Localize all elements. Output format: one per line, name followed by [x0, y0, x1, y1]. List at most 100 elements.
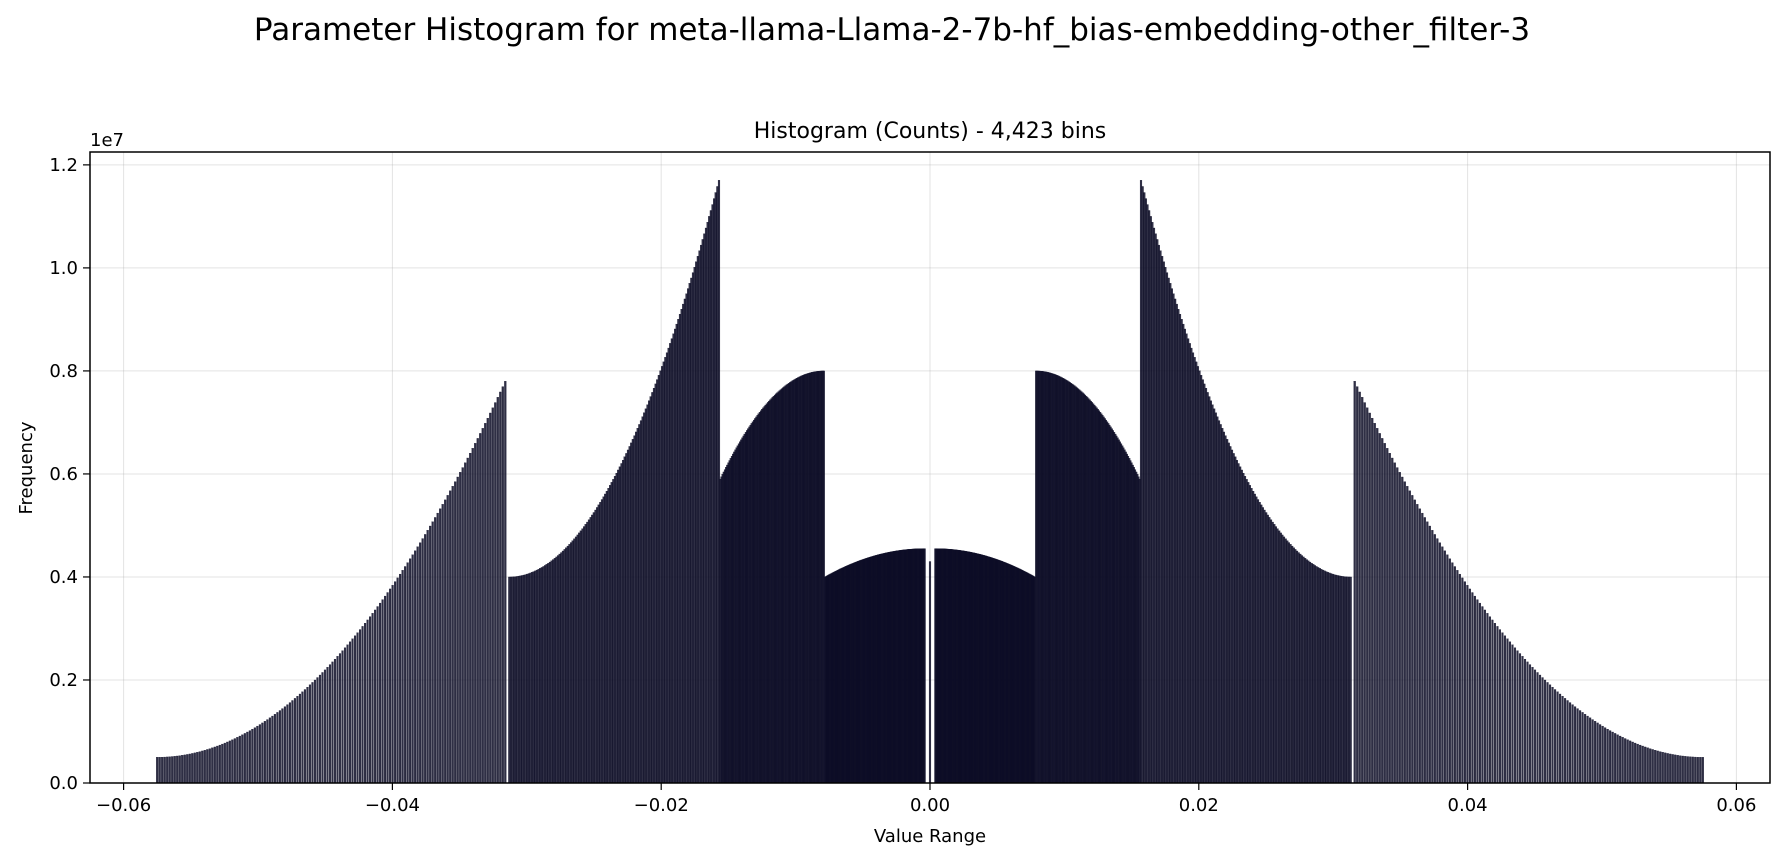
histogram-bar	[1461, 577, 1464, 784]
histogram-bar	[1694, 756, 1697, 784]
histogram-bar	[1701, 757, 1704, 784]
chart-title: Histogram (Counts) - 4,423 bins	[754, 119, 1106, 144]
histogram-bar	[316, 677, 319, 784]
histogram-bar	[1531, 667, 1534, 784]
histogram-bar	[333, 658, 337, 784]
histogram-bar	[1398, 472, 1401, 784]
histogram-bar	[1481, 606, 1484, 784]
histogram-bar	[1518, 653, 1522, 784]
histogram-bar	[1699, 757, 1702, 784]
histogram-bar	[223, 742, 226, 784]
histogram-bar	[248, 730, 251, 784]
histogram-bar	[1366, 407, 1369, 784]
histogram-bar	[278, 710, 281, 784]
histogram-bar	[1516, 650, 1519, 784]
histogram-bar	[361, 626, 364, 784]
histogram-bar	[1446, 554, 1449, 784]
histogram-bar	[471, 448, 474, 784]
histogram-bar	[1483, 609, 1486, 784]
histogram-bar	[1631, 741, 1634, 784]
histogram-bar	[1361, 397, 1364, 784]
histogram-bar	[1691, 756, 1694, 784]
histogram-bar	[454, 481, 457, 784]
histogram-bar	[1634, 742, 1637, 784]
histogram-bar	[1646, 747, 1649, 784]
x-tick-label: −0.06	[96, 795, 151, 816]
histogram-bar	[1381, 438, 1384, 784]
histogram-bar	[404, 566, 407, 784]
histogram-bar	[256, 725, 259, 784]
histogram-bar	[341, 650, 344, 784]
histogram-bar	[193, 752, 196, 784]
histogram-bar	[208, 748, 211, 784]
histogram-bar	[251, 728, 254, 784]
histogram-bar	[1564, 698, 1567, 784]
histogram-bar	[1428, 525, 1431, 784]
histogram-bar	[348, 641, 352, 784]
y-tick-label: 0.6	[49, 464, 78, 485]
histogram-bar	[414, 550, 417, 784]
histogram-bar	[1376, 428, 1379, 784]
histogram-bar	[501, 386, 504, 784]
histogram-bar	[266, 719, 269, 784]
histogram-bar	[1373, 423, 1376, 784]
histogram-bar	[421, 538, 424, 784]
x-axis-label: Value Range	[874, 826, 986, 847]
histogram-bar	[336, 656, 339, 784]
histogram-bar	[374, 609, 377, 784]
histogram-bar	[1406, 486, 1409, 784]
histogram-bar	[1669, 753, 1672, 784]
histogram-bar	[469, 452, 472, 784]
histogram-bar	[1686, 756, 1689, 784]
histogram-bar	[326, 667, 329, 784]
x-tick-label: 0.04	[1448, 795, 1488, 816]
x-tick-label: 0.02	[1179, 795, 1219, 816]
histogram-bar	[233, 738, 236, 784]
histogram-bar	[1353, 381, 1356, 784]
histogram-bar	[486, 417, 489, 784]
histogram-bar	[308, 684, 312, 784]
histogram-bar	[1586, 715, 1589, 784]
histogram-bar	[183, 754, 186, 784]
histogram-bar	[353, 635, 357, 784]
x-tick-label: −0.02	[634, 795, 689, 816]
histogram-bar	[1356, 386, 1359, 784]
histogram-bar	[291, 700, 294, 784]
histogram-bar	[1413, 499, 1416, 784]
histogram-bar	[181, 755, 184, 784]
histogram-bar	[1666, 753, 1669, 784]
histogram-bar	[196, 752, 199, 784]
histogram-bar	[1626, 739, 1629, 784]
histogram-bar	[1431, 530, 1434, 784]
histogram-bar	[464, 462, 467, 784]
histogram-bar	[191, 753, 194, 784]
histogram-bar	[1463, 581, 1466, 784]
histogram-bar	[161, 757, 164, 784]
histogram-bar	[1624, 738, 1627, 784]
histogram-bar	[1644, 746, 1647, 784]
y-tick-label: 1.0	[49, 258, 78, 279]
histogram-bar	[1533, 669, 1537, 784]
histogram-bar	[436, 512, 439, 784]
histogram-bar	[1498, 629, 1502, 784]
histogram-bar	[1508, 641, 1512, 784]
histogram-bar	[203, 750, 206, 784]
histogram-bar	[1614, 733, 1617, 784]
y-tick-label: 0.8	[49, 361, 78, 382]
histogram-bar	[1619, 735, 1622, 784]
histogram-bar	[323, 669, 327, 784]
histogram-bar	[1418, 508, 1421, 784]
histogram-bar	[429, 525, 432, 784]
histogram-bar	[461, 467, 464, 784]
histogram-bar	[1388, 452, 1391, 784]
histogram-bar	[379, 602, 382, 784]
histogram-bar	[1548, 684, 1552, 784]
histogram-bar	[328, 664, 332, 784]
histogram-bar	[1501, 632, 1504, 784]
histogram-bar	[163, 756, 166, 784]
histogram-bar	[1538, 674, 1542, 784]
histogram-bar	[364, 623, 367, 784]
histogram-bar	[1561, 696, 1564, 784]
histogram-bar	[1383, 443, 1386, 784]
histogram-bar	[258, 724, 261, 784]
